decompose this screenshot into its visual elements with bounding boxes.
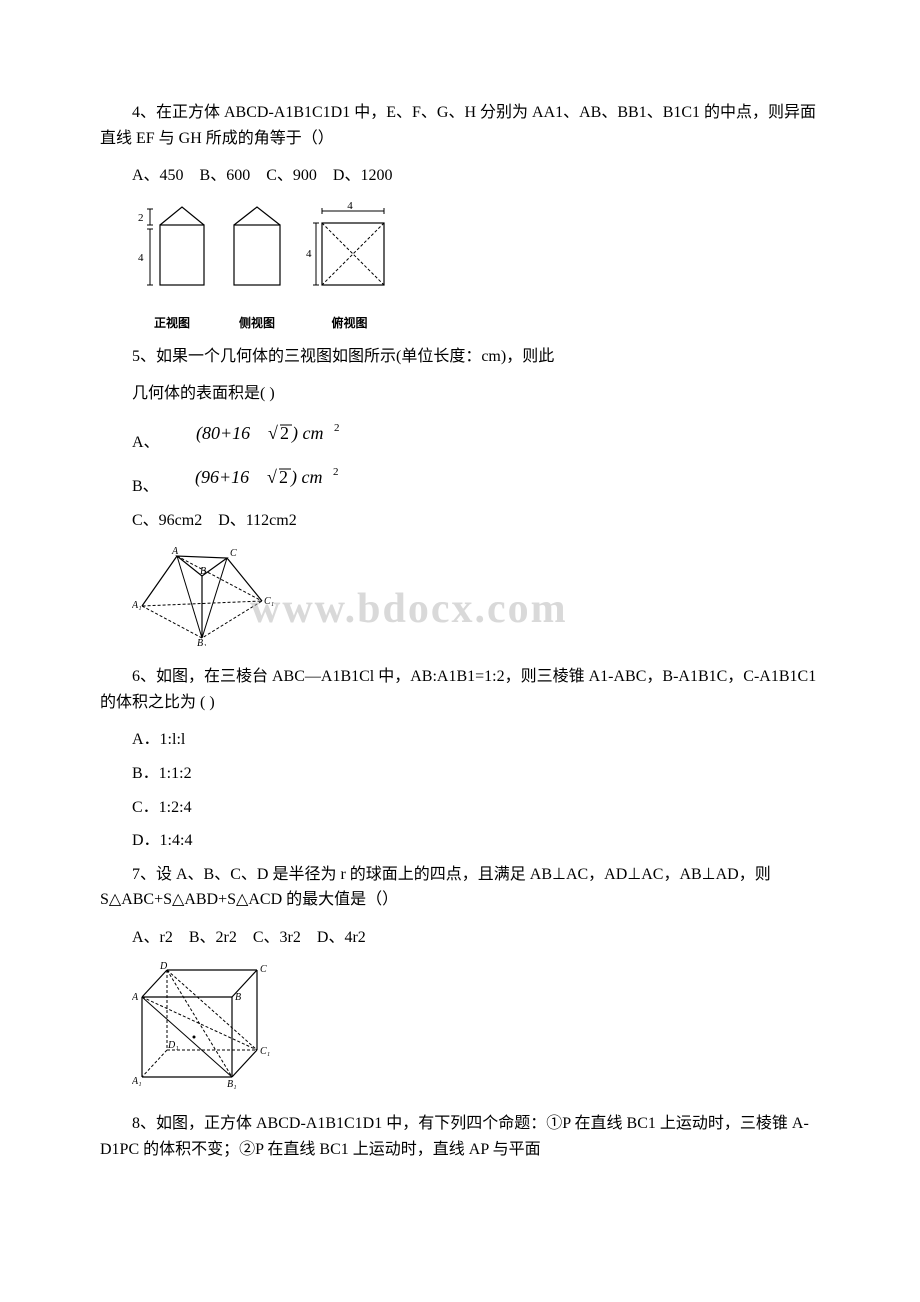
dim-2: 2	[138, 212, 144, 224]
dim-4-top: 4	[347, 201, 353, 212]
side-view-label: 侧视图	[222, 314, 292, 333]
q5-line1: 5、如果一个几何体的三视图如图所示(单位长度：cm)，则此	[100, 344, 820, 370]
optA-formula: (80+16 √ 2 ) cm 2	[164, 419, 366, 456]
q5-optCD: C、96cm2 D、112cm2	[100, 508, 820, 534]
q6-figure: A B C A₁ B₁ C₁	[132, 546, 820, 655]
q6-optC: C．1:2:4	[100, 795, 820, 821]
svg-text:C₁: C₁	[264, 596, 274, 607]
front-view: 2 4 正视图	[132, 201, 212, 334]
q5-optA: A、 (80+16 √ 2 ) cm 2	[100, 419, 820, 456]
svg-text:2: 2	[279, 467, 288, 487]
dim-4-left: 4	[138, 252, 144, 264]
svg-text:√: √	[268, 423, 278, 443]
optB-formula: (96+16 √ 2 ) cm 2	[163, 463, 365, 500]
svg-text:D: D	[159, 962, 168, 972]
q7-text: 7、设 A、B、C、D 是半径为 r 的球面上的四点，且满足 AB⊥AC，AD⊥…	[100, 862, 820, 913]
optA-label: A、	[100, 430, 160, 456]
svg-text:A₁: A₁	[132, 600, 142, 611]
svg-text:√: √	[267, 467, 277, 487]
three-view-figure: 2 4 正视图 侧视图 4	[132, 201, 820, 334]
svg-text:2: 2	[333, 466, 339, 478]
optB-label: B、	[100, 474, 159, 500]
q6-text: 6、如图，在三棱台 ABC—A1B1Cl 中，AB:A1B1=1:2，则三棱锥 …	[100, 664, 820, 715]
svg-text:C₁: C₁	[260, 1046, 270, 1057]
q4-options: A、450 B、600 C、900 D、1200	[100, 163, 820, 189]
svg-text:) cm: ) cm	[291, 423, 323, 444]
svg-text:B: B	[200, 566, 206, 577]
svg-text:2: 2	[280, 423, 289, 443]
svg-text:B₁: B₁	[197, 638, 207, 646]
side-view: 侧视图	[222, 201, 292, 334]
svg-text:A₁: A₁	[132, 1076, 142, 1087]
top-view: 4 4 俯视图	[302, 201, 397, 334]
svg-text:2: 2	[334, 422, 340, 434]
front-view-label: 正视图	[132, 314, 212, 333]
svg-text:C: C	[230, 548, 237, 559]
svg-text:(96+16: (96+16	[195, 467, 249, 488]
svg-text:B: B	[235, 992, 241, 1003]
svg-text:A: A	[171, 546, 179, 557]
q7-options: A、r2 B、2r2 C、3r2 D、4r2	[100, 925, 820, 951]
q5-line2: 几何体的表面积是( )	[100, 381, 820, 407]
dim-4-side: 4	[306, 248, 312, 260]
q6-optA: A．1:l:l	[100, 727, 820, 753]
q6-optB: B．1:1:2	[100, 761, 820, 787]
svg-text:B₁: B₁	[227, 1079, 237, 1090]
q4-text: 4、在正方体 ABCD-A1B1C1D1 中，E、F、G、H 分别为 AA1、A…	[100, 100, 820, 151]
svg-text:D₁: D₁	[167, 1040, 179, 1051]
q8-text: 8、如图，正方体 ABCD-A1B1C1D1 中，有下列四个命题：①P 在直线 …	[100, 1111, 820, 1162]
q5-optB: B、 (96+16 √ 2 ) cm 2	[100, 463, 820, 500]
q6-optD: D．1:4:4	[100, 828, 820, 854]
svg-text:) cm: ) cm	[290, 467, 322, 488]
svg-text:A: A	[132, 992, 139, 1003]
top-view-label: 俯视图	[302, 314, 397, 333]
svg-text:(80+16: (80+16	[196, 423, 250, 444]
svg-text:C: C	[260, 964, 267, 975]
q8-figure: D C A B A₁ B₁ C₁ D₁	[132, 962, 820, 1101]
